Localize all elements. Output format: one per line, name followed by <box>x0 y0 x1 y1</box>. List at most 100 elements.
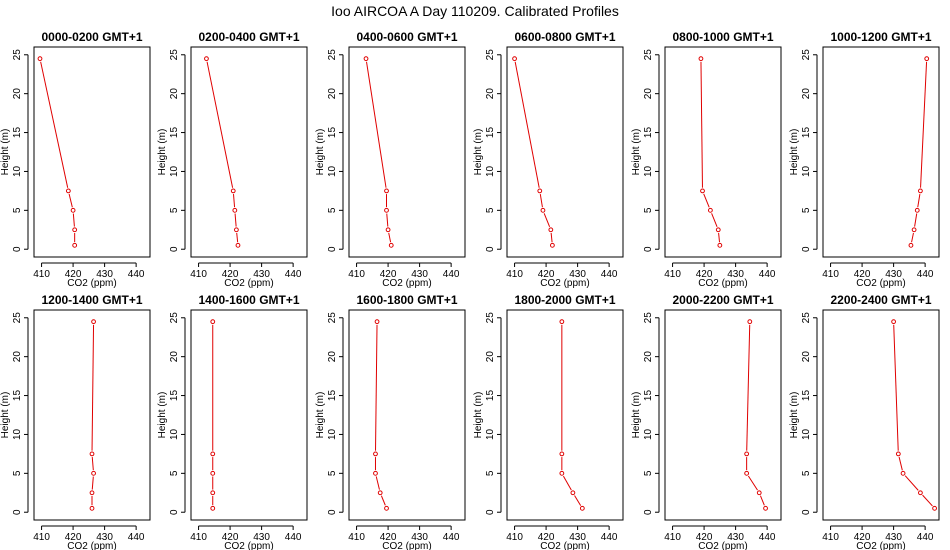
data-point <box>895 451 901 457</box>
data-point <box>388 242 394 248</box>
y-tick-label: 20 <box>801 351 812 363</box>
panel-4: 0600-0800 GMT+1 410 420 430 440 CO2 (ppm) 0 5 10… <box>473 30 624 289</box>
data-point <box>235 242 241 248</box>
y-tick-label: 20 <box>169 351 180 363</box>
x-tick-label: 440 <box>128 269 145 280</box>
y-tick-label: 20 <box>12 351 23 363</box>
data-point <box>918 188 923 194</box>
x-tick-label: 410 <box>822 269 839 280</box>
y-tick-label: 15 <box>169 127 180 139</box>
y-tick-label: 15 <box>327 127 338 139</box>
y-tick-label: 20 <box>643 351 654 363</box>
panel-10: 1800-2000 GMT+1 410 420 430 440 CO2 (ppm) 0 5 10… <box>473 293 624 550</box>
y-tick-label: 20 <box>643 88 654 100</box>
data-point <box>717 242 723 248</box>
series-segment <box>91 457 94 471</box>
data-point <box>373 451 378 457</box>
series-segment <box>718 232 721 243</box>
x-axis-label: CO2 (ppm) <box>224 278 273 289</box>
y-tick-label: 15 <box>12 390 23 402</box>
data-point <box>210 319 216 325</box>
series-segment <box>375 324 378 451</box>
panel-title: 1200-1400 GMT+1 <box>41 293 142 307</box>
y-tick-label: 5 <box>801 470 812 476</box>
y-tick-label: 5 <box>12 207 23 213</box>
x-tick-label: 420 <box>222 269 239 280</box>
x-tick-label: 430 <box>253 269 270 280</box>
plot-frame <box>33 46 151 258</box>
x-tick-label: 430 <box>411 532 428 543</box>
x-tick-label: 440 <box>759 269 776 280</box>
figure-title: Ioo AIRCOA A Day 110209. Calibrated Prof… <box>331 3 619 19</box>
x-tick-label: 420 <box>380 269 397 280</box>
panel-title: 0000-0200 GMT+1 <box>41 30 142 44</box>
y-tick-label: 15 <box>485 390 496 402</box>
x-tick-label: 410 <box>664 269 681 280</box>
x-axis-label: CO2 (ppm) <box>382 541 431 550</box>
y-tick-label: 0 <box>643 509 654 515</box>
data-point <box>233 227 239 233</box>
plot-frame <box>190 46 308 258</box>
series-segment <box>893 324 899 451</box>
x-tick-label: 430 <box>569 532 586 543</box>
series-segment <box>759 495 765 506</box>
x-axis-label: CO2 (ppm) <box>856 278 905 289</box>
x-tick-label: 410 <box>33 532 50 543</box>
y-tick-label: 5 <box>12 470 23 476</box>
series-segment <box>711 213 718 227</box>
data-point <box>715 227 721 233</box>
y-tick-label: 25 <box>169 312 180 324</box>
panel-3: 0400-0600 GMT+1 410 420 430 440 CO2 (ppm) 0 5 10… <box>315 30 466 289</box>
plot-frame <box>506 46 624 258</box>
x-tick-label: 440 <box>917 269 934 280</box>
data-point <box>744 470 750 476</box>
y-tick-label: 10 <box>327 165 338 177</box>
x-tick-label: 430 <box>96 532 113 543</box>
x-tick-label: 410 <box>506 269 523 280</box>
series-segment <box>746 324 751 451</box>
series-segment <box>550 232 553 243</box>
plot-frame <box>822 46 940 258</box>
series-segment <box>72 213 75 227</box>
data-point <box>700 188 705 194</box>
data-point <box>744 451 750 457</box>
series-segment <box>380 495 386 506</box>
y-tick-label: 15 <box>801 390 812 402</box>
panel-12: 2200-2400 GMT+1 410 420 430 440 CO2 (ppm) 0 5 10… <box>789 293 940 550</box>
x-tick-label: 440 <box>917 532 934 543</box>
y-tick-label: 10 <box>12 428 23 440</box>
y-tick-label: 20 <box>169 88 180 100</box>
series-segment <box>922 494 933 507</box>
y-tick-label: 0 <box>12 246 23 252</box>
x-tick-label: 430 <box>253 532 270 543</box>
data-point <box>91 470 96 476</box>
data-point <box>89 451 95 457</box>
panel-7: 1200-1400 GMT+1 410 420 430 440 CO2 (ppm) 0 5 10… <box>0 293 151 550</box>
x-axis-label: CO2 (ppm) <box>540 278 589 289</box>
panel-title: 1800-2000 GMT+1 <box>514 293 615 307</box>
y-tick-label: 0 <box>169 509 180 515</box>
series-segment <box>514 61 540 188</box>
data-point <box>559 319 565 325</box>
x-tick-label: 440 <box>443 532 460 543</box>
data-point <box>384 505 389 511</box>
data-point <box>72 227 78 233</box>
y-tick-label: 0 <box>169 246 180 252</box>
y-tick-label: 25 <box>327 49 338 61</box>
y-tick-label: 25 <box>12 312 23 324</box>
plot-frame <box>348 46 466 258</box>
x-tick-label: 440 <box>285 532 302 543</box>
y-tick-label: 25 <box>801 49 812 61</box>
data-point <box>900 470 906 476</box>
panel-2: 0200-0400 GMT+1 410 420 430 440 CO2 (ppm) 0 5 10… <box>157 30 308 289</box>
y-tick-label: 5 <box>801 207 812 213</box>
panel-title: 1400-1600 GMT+1 <box>198 293 299 307</box>
series-segment <box>388 232 392 243</box>
x-tick-label: 440 <box>601 269 618 280</box>
y-axis-label: Height (m) <box>157 129 168 176</box>
x-axis-label: CO2 (ppm) <box>67 278 116 289</box>
x-tick-label: 430 <box>411 269 428 280</box>
data-point <box>537 188 543 194</box>
y-tick-label: 10 <box>327 428 338 440</box>
x-tick-label: 430 <box>96 269 113 280</box>
